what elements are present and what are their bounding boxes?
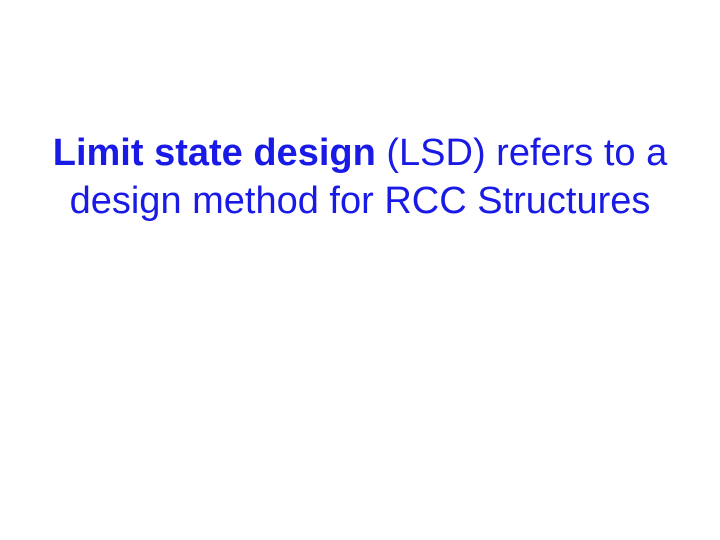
slide-heading: Limit state design (LSD) refers to a des… bbox=[50, 130, 670, 225]
slide-container: Limit state design (LSD) refers to a des… bbox=[0, 0, 720, 540]
heading-bold: Limit state design bbox=[53, 132, 376, 174]
